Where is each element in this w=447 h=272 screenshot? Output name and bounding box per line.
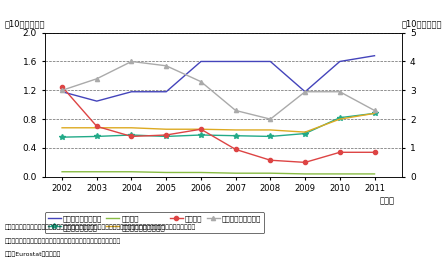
Text: （年）: （年） <box>380 196 395 205</box>
Text: （10億ユーロ）: （10億ユーロ） <box>402 20 443 29</box>
Text: 備考：本図における職業訓練は、失業者、非自発的失業のおそれのある者、労働市場の外にいるが就労意欲のある: 備考：本図における職業訓練は、失業者、非自発的失業のおそれのある者、労働市場の外… <box>4 224 196 230</box>
Text: 者を対象とし、一般的に者が受講可能な職業訓練を含まない。: 者を対象とし、一般的に者が受講可能な職業訓練を含まない。 <box>4 238 121 244</box>
Text: 資料：Eurostatから作成。: 資料：Eurostatから作成。 <box>4 252 61 257</box>
Legend: 雇用インセンティブ, 労働市場サービス, 起業促進, 障害者等の雇用・訓練, 職業訓練, 失業手当等（右軸）: 雇用インセンティブ, 労働市場サービス, 起業促進, 障害者等の雇用・訓練, 職… <box>45 212 264 233</box>
Text: （10億ユーロ）: （10億ユーロ） <box>4 20 45 29</box>
